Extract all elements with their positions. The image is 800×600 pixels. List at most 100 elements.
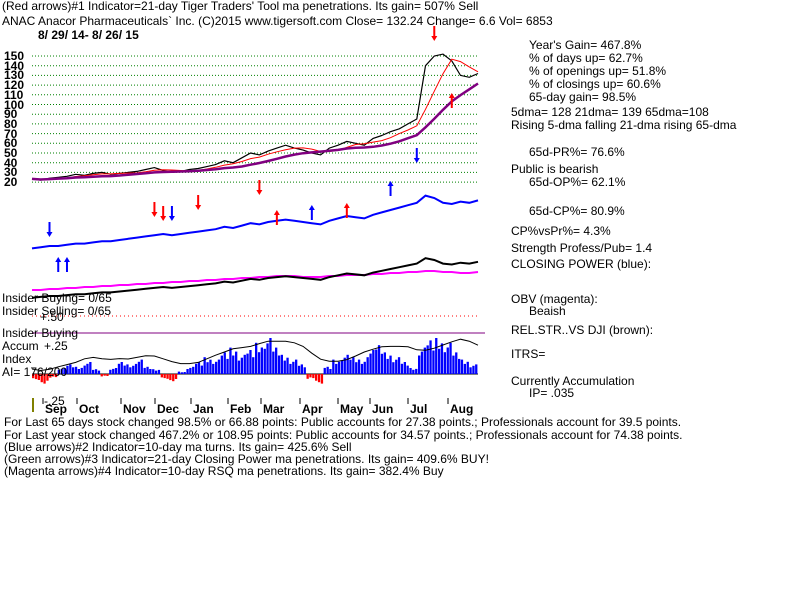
accum-bar: [163, 374, 166, 379]
accum-bar: [303, 367, 306, 374]
signal-arrow-head: [273, 210, 280, 215]
minus25-label: -.25: [44, 394, 65, 408]
accum-bar: [237, 360, 241, 374]
dma-values: 5dma= 128 21dma= 139 65dma=108: [511, 105, 709, 119]
insider-buying-label-2: Insider Buying: [2, 326, 79, 340]
x-tick-label: Jan: [193, 402, 214, 416]
accum-bar: [363, 361, 366, 374]
accum-bar: [289, 363, 292, 374]
accum-bar: [375, 349, 378, 374]
insider-buying-label: Insider Buying= 0/65: [2, 291, 112, 305]
accum-bar: [349, 359, 352, 374]
obv-line: [32, 270, 479, 291]
days-up: % of days up= 62.7%: [529, 51, 643, 65]
ma65-line: [31, 82, 479, 181]
accum-bar: [383, 352, 386, 374]
accum-bar: [149, 369, 152, 374]
y-tick-label: 140: [4, 58, 25, 73]
accum-bar: [443, 352, 446, 374]
signal-arrow-head: [168, 216, 175, 221]
index-label: Index: [2, 352, 32, 366]
accum-bar: [255, 342, 258, 374]
accum-bar: [283, 360, 286, 374]
signal-arrow-head: [343, 203, 350, 208]
accum-bar: [157, 369, 161, 374]
accum-bar: [389, 355, 392, 374]
accum-bar: [432, 350, 435, 374]
accum-bar: [223, 352, 226, 374]
accum-bar: [449, 342, 452, 374]
accum-bar: [269, 338, 272, 374]
accum-bar: [352, 357, 355, 374]
accum-bar: [40, 374, 43, 383]
x-tick-label: Apr: [302, 402, 323, 416]
accum-bar: [377, 345, 381, 374]
obv-status: Beaish: [529, 304, 566, 318]
accum-bar: [243, 354, 246, 374]
accum-bar: [357, 359, 361, 374]
accum-bar: [72, 367, 75, 374]
accum-bar: [89, 362, 92, 374]
accum-bar: [306, 374, 309, 379]
accum-bar: [169, 374, 172, 381]
footer-year: For Last year stock changed 467.2% or 10…: [4, 428, 683, 442]
accum-bar: [112, 368, 115, 374]
x-tick-label: Jun: [372, 402, 394, 416]
accum-bar: [197, 362, 201, 374]
accum-bar: [332, 359, 335, 374]
accum-bar: [360, 363, 364, 374]
accum-bar: [246, 353, 249, 374]
accum-bar: [412, 369, 415, 374]
accum-bar: [240, 357, 243, 374]
itrs-label: ITRS=: [511, 347, 546, 361]
accum-bar: [69, 364, 72, 374]
accum-bar: [297, 365, 301, 374]
accum-bar: [46, 374, 49, 381]
accum-bar: [100, 374, 103, 377]
accum-bar: [312, 374, 315, 379]
accum-bar: [263, 348, 266, 374]
y-tick-label: 130: [4, 68, 25, 83]
accum-bar: [215, 361, 218, 374]
accum-bar: [229, 347, 232, 374]
plus25-label: +.25: [44, 339, 68, 353]
accum-bar: [266, 343, 269, 374]
accum-bar: [114, 368, 118, 374]
footer-magenta-arrows: (Magenta arrows)#4 Indicator=10-day RSQ …: [4, 464, 444, 478]
accum-bar: [74, 366, 78, 374]
accum-bar: [252, 357, 255, 374]
accum-bar: [160, 374, 163, 378]
relstr-label: REL.STR..VS DJI (brown):: [511, 323, 654, 337]
accum-bar: [129, 367, 132, 374]
y-tick-label: 150: [4, 49, 25, 63]
accum-bar: [369, 353, 372, 374]
x-tick-label: May: [340, 402, 364, 416]
accum-bar: [132, 365, 135, 374]
accum-bar: [212, 363, 215, 374]
accum-bar: [235, 351, 238, 374]
accum-bar: [186, 369, 189, 374]
accum-bar: [54, 374, 58, 378]
accum-bar: [86, 363, 89, 374]
accum-bar: [174, 374, 178, 379]
footer-65day: For Last 65 days stock changed 98.5% or …: [4, 415, 682, 429]
x-tick-label: Oct: [79, 402, 100, 416]
signal-arrow-head: [448, 93, 455, 98]
accum-bar: [323, 367, 326, 374]
accum-bar: [429, 340, 432, 374]
accum-bar: [309, 374, 312, 378]
ma-trend: Rising 5-dma falling 21-dma rising 65-dm…: [511, 118, 737, 132]
signal-arrow-head: [256, 190, 263, 195]
accum-bar: [435, 338, 438, 374]
accum-bar: [34, 374, 38, 380]
accum-bar: [295, 359, 298, 374]
accum-bar: [355, 362, 358, 374]
accum-bar: [146, 366, 149, 374]
signal-arrow-head: [413, 158, 420, 163]
accum-bar: [335, 363, 338, 374]
accum-bar: [329, 369, 332, 374]
accum-bar: [400, 363, 404, 374]
y-tick-label: 100: [4, 97, 25, 112]
x-tick-label: Feb: [230, 402, 252, 416]
y-tick-label: 40: [4, 155, 18, 170]
